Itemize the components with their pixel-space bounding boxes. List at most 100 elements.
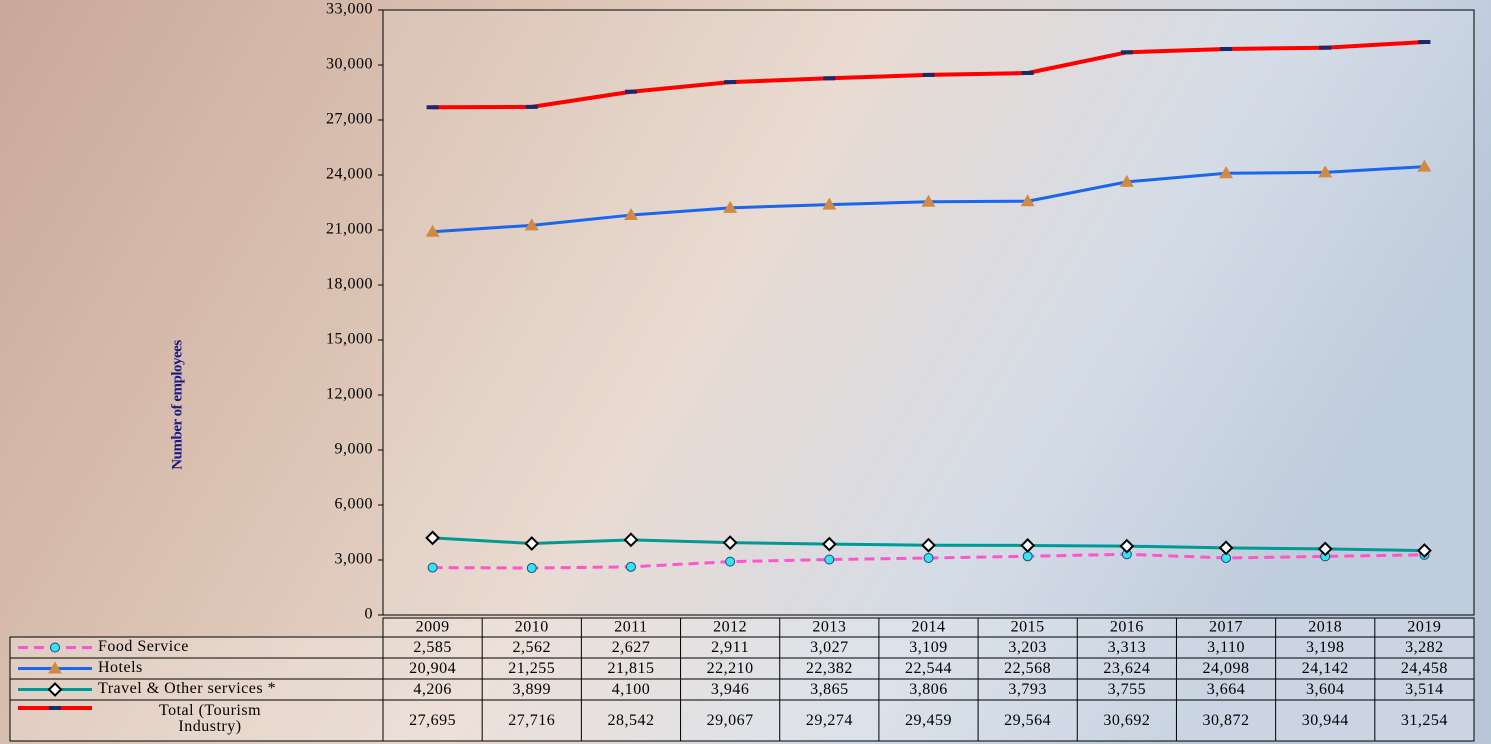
x-tick-label: 2013 [812, 619, 846, 636]
table-value: 21,255 [508, 660, 555, 677]
point [722, 535, 738, 551]
point [426, 105, 439, 110]
table-value: 2,627 [612, 639, 651, 656]
point [1416, 543, 1432, 558]
table-value: 29,067 [707, 712, 754, 729]
series [426, 40, 1431, 110]
table-value: 3,514 [1405, 681, 1444, 698]
table-value: 3,664 [1207, 681, 1246, 698]
table-value: 29,274 [806, 712, 853, 729]
series [425, 530, 1432, 558]
table-value: 24,142 [1302, 660, 1349, 677]
legend-marker [47, 682, 63, 697]
point [823, 76, 836, 81]
table-value: 3,899 [513, 681, 552, 698]
table-value: 21,815 [607, 660, 654, 677]
point [1218, 540, 1234, 556]
point [524, 536, 540, 551]
legend-label: Hotels [98, 660, 143, 676]
legend-label: Total (Tourism Industry) [158, 703, 262, 735]
point [1220, 47, 1233, 52]
y-tick-label: 18,000 [326, 276, 373, 293]
point [1317, 541, 1333, 557]
point [1020, 538, 1036, 553]
x-tick-label: 2018 [1308, 619, 1342, 636]
series [425, 159, 1432, 237]
x-tick-label: 2011 [614, 619, 647, 636]
point [1417, 159, 1432, 172]
table-value: 23,624 [1103, 660, 1150, 677]
table-value: 27,716 [508, 712, 555, 729]
y-axis-label: Number of employees [169, 340, 185, 470]
point [921, 194, 936, 207]
table-value: 20,904 [409, 660, 456, 677]
point [427, 562, 438, 573]
table-value: 4,100 [612, 681, 651, 698]
table-value: 4,206 [413, 681, 452, 698]
legend-entry: Total (Tourism Industry) [158, 703, 262, 735]
point [921, 537, 936, 553]
table-value: 3,198 [1306, 639, 1345, 656]
point [1418, 40, 1431, 45]
point [1319, 45, 1332, 50]
y-tick-label: 9,000 [335, 441, 374, 458]
table-value: 30,872 [1203, 712, 1250, 729]
table-value: 3,203 [1008, 639, 1047, 656]
table-value: 29,564 [1004, 712, 1051, 729]
point [1219, 166, 1234, 179]
y-tick-label: 33,000 [326, 1, 373, 18]
table-value: 30,692 [1103, 712, 1150, 729]
table-value: 3,110 [1207, 639, 1245, 656]
y-tick-label: 3,000 [335, 551, 374, 568]
y-tick-label: 21,000 [326, 221, 373, 238]
table-value: 3,755 [1108, 681, 1147, 698]
y-tick-label: 15,000 [326, 331, 373, 348]
y-tick-label: 0 [365, 606, 374, 623]
point [821, 536, 837, 552]
point [425, 530, 441, 546]
point [822, 197, 837, 210]
table-value: 28,542 [607, 712, 654, 729]
x-tick-label: 2014 [912, 619, 946, 636]
table-value: 3,027 [810, 639, 849, 656]
table-value: 22,544 [905, 660, 952, 677]
point [1119, 174, 1134, 187]
point [624, 89, 637, 94]
table-value: 3,604 [1306, 681, 1345, 698]
table-value: 24,098 [1203, 660, 1250, 677]
y-tick-label: 24,000 [326, 166, 373, 183]
table-value: 22,568 [1004, 660, 1051, 677]
point [1021, 70, 1034, 75]
point [922, 72, 935, 77]
x-tick-label: 2016 [1110, 619, 1144, 636]
table-value: 2,911 [711, 639, 749, 656]
legend-entry: Food Service [98, 639, 189, 655]
point [1318, 165, 1333, 178]
table-value: 22,210 [707, 660, 754, 677]
series [427, 549, 1430, 574]
x-tick-label: 2019 [1407, 619, 1441, 636]
x-tick-label: 2009 [416, 619, 450, 636]
table-value: 3,865 [810, 681, 849, 698]
table-value: 3,313 [1108, 639, 1147, 656]
point [1120, 50, 1133, 55]
point [725, 556, 736, 567]
point [625, 561, 636, 572]
data-table: 2009 2010 2011 2012 2013 2014 2015 2016 2017 2018… [9, 617, 1475, 742]
table-value: 22,382 [806, 660, 853, 677]
plot-area [382, 9, 1475, 616]
table-value: 2,562 [513, 639, 552, 656]
x-tick-label: 2012 [713, 619, 747, 636]
point [723, 200, 738, 213]
point [824, 554, 835, 565]
point [425, 224, 440, 237]
table-value: 31,254 [1401, 712, 1448, 729]
legend-marker [48, 661, 62, 674]
legend-label: Food Service [98, 639, 189, 655]
point [526, 563, 537, 574]
point [724, 80, 737, 85]
table-value: 3,282 [1405, 639, 1444, 656]
y-tick-label: 30,000 [326, 56, 373, 73]
